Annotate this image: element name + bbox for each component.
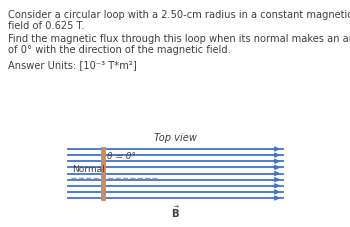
Text: Answer Units: [10⁻³ T*m²]: Answer Units: [10⁻³ T*m²] [8, 60, 137, 70]
Text: field of 0.625 T.: field of 0.625 T. [8, 21, 84, 31]
Text: Find the magnetic flux through this loop when its normal makes an angle: Find the magnetic flux through this loop… [8, 34, 350, 44]
Text: θ = 0°: θ = 0° [107, 151, 136, 160]
Text: Consider a circular loop with a 2.50-cm radius in a constant magnetic: Consider a circular loop with a 2.50-cm … [8, 10, 350, 20]
Text: $\mathbf{\vec{B}}$: $\mathbf{\vec{B}}$ [171, 204, 180, 219]
Text: of 0° with the direction of the magnetic field.: of 0° with the direction of the magnetic… [8, 45, 231, 55]
Text: Normal: Normal [72, 165, 105, 174]
Text: Top view: Top view [154, 132, 197, 142]
